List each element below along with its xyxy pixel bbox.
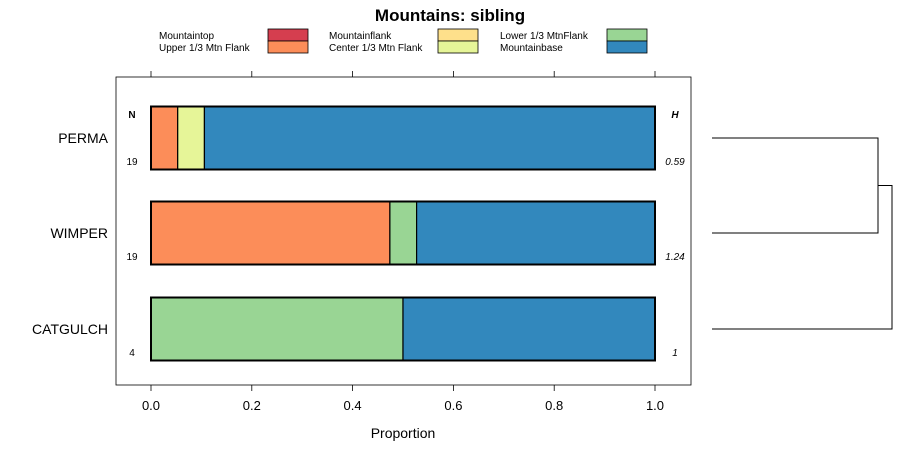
h-value: 1.24: [665, 252, 685, 263]
legend-label-lower-1-3-mtnflank: Lower 1/3 MtnFlank: [500, 31, 589, 42]
dendrogram-branch-perma-wimper: [712, 137, 879, 234]
legend-swatch-lower-1-3-mtnflank: [606, 28, 648, 42]
bar-outline-wimper: [150, 200, 656, 266]
bar-segment-wimper-lower-1-3-mtnflank: [389, 200, 418, 266]
bar-outline-perma: [150, 105, 656, 171]
bar-segment-catgulch-lower-1-3-mtnflank: [150, 296, 404, 362]
bar-outline-catgulch: [150, 296, 656, 362]
dendrogram-branch-catgulch: [712, 185, 893, 330]
legend-label-center-1-3-mtn-flank: Center 1/3 Mtn Flank: [329, 43, 423, 54]
x-tick-label: 0.4: [344, 398, 362, 413]
bar-segment-catgulch-mountainbase: [402, 296, 656, 362]
x-tick-label: 1.0: [646, 398, 664, 413]
legend-swatch-mountainbase: [606, 40, 648, 54]
bar-segment-perma-center-1-3-mtn-flank: [177, 105, 206, 171]
legend-label-upper-1-3-mtn-flank: Upper 1/3 Mtn Flank: [159, 43, 251, 54]
legend-label-mountainflank: Mountainflank: [329, 31, 392, 42]
legend-swatch-upper-1-3-mtn-flank: [267, 40, 309, 54]
h-value: 1: [672, 348, 678, 359]
legend-swatch-mountaintop: [267, 28, 309, 42]
bars: [150, 105, 656, 362]
axes: 0.0 0.2 0.4 0.6 0.8 1.0: [142, 71, 664, 413]
labels: PERMA 19 0.59 WIMPER 19 1.24 CATGULCH 4 1 N H: [32, 110, 685, 359]
legend-label-mountaintop: Mountaintop: [159, 31, 214, 42]
x-tick-label: 0.2: [243, 398, 261, 413]
y-category-label: PERMA: [58, 130, 108, 146]
y-category-label: WIMPER: [50, 225, 108, 241]
y-category-label: CATGULCH: [32, 321, 108, 337]
n-value: 19: [126, 157, 138, 168]
legend-swatch-mountainflank: [437, 28, 479, 42]
n-value: 4: [129, 348, 135, 359]
bar-segment-wimper-upper-1-3-mtn-flank: [150, 200, 391, 266]
bar-segment-wimper-mountainbase: [416, 200, 656, 266]
chart-title: Mountains: sibling: [375, 6, 525, 25]
dendrogram: [712, 137, 893, 330]
n-value: 19: [126, 252, 138, 263]
bar-segment-perma-upper-1-3-mtn-flank: [150, 105, 179, 171]
h-header: H: [671, 110, 679, 121]
legend-swatch-center-1-3-mtn-flank: [437, 40, 479, 54]
x-axis-label: Proportion: [371, 425, 436, 441]
n-header: N: [128, 110, 135, 121]
bar-segment-perma-mountainbase: [203, 105, 656, 171]
h-value: 0.59: [665, 157, 685, 168]
x-tick-label: 0.8: [545, 398, 563, 413]
x-tick-label: 0.0: [142, 398, 160, 413]
x-tick-label: 0.6: [444, 398, 462, 413]
plot-frame: [115, 76, 692, 386]
legend-label-mountainbase: Mountainbase: [500, 43, 563, 54]
